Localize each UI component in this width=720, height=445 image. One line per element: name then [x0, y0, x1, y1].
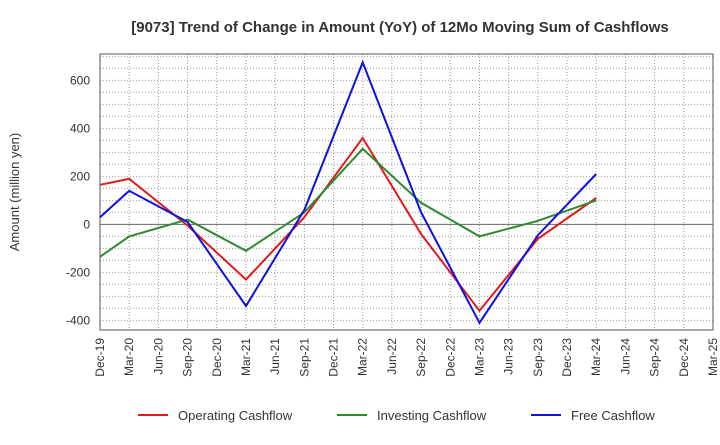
- x-tick-label: Mar-23: [472, 338, 486, 376]
- x-tick-label: Jun-22: [385, 338, 399, 375]
- x-tick-label: Dec-21: [327, 338, 341, 377]
- x-tick-label: Dec-24: [677, 338, 691, 377]
- grid: [99, 54, 714, 330]
- series-line-free-cashflow: [99, 59, 597, 325]
- y-tick-label: -400: [66, 313, 90, 327]
- x-tick-label: Sep-23: [531, 338, 545, 377]
- y-tick-label: 400: [70, 121, 90, 135]
- x-tick-label: Mar-25: [706, 338, 720, 376]
- y-tick-label: -200: [66, 265, 90, 279]
- x-tick-label: Dec-22: [443, 338, 457, 377]
- series-line-operating-cashflow: [99, 136, 597, 313]
- x-tick-label: Mar-24: [589, 338, 603, 376]
- plot-border: [99, 53, 714, 331]
- legend-label-free-cashflow: Free Cashflow: [571, 408, 655, 423]
- legend-label-operating-cashflow: Operating Cashflow: [178, 408, 293, 423]
- x-tick-label: Dec-20: [210, 338, 224, 377]
- series-lines: [99, 59, 597, 325]
- y-axis-label: Amount (million yen): [7, 133, 22, 252]
- x-tick-label: Jun-20: [151, 338, 165, 375]
- x-tick-label: Dec-23: [560, 338, 574, 377]
- series-line-investing-cashflow: [99, 147, 597, 258]
- x-tick-label: Sep-21: [297, 338, 311, 377]
- x-tick-label: Mar-22: [356, 338, 370, 376]
- x-tick-label: Jun-24: [618, 338, 632, 375]
- x-tick-label: Sep-20: [181, 338, 195, 377]
- x-tick-label: Jun-21: [268, 338, 282, 375]
- x-tick-label: Sep-24: [648, 338, 662, 377]
- x-tick-label: Mar-20: [122, 338, 136, 376]
- y-tick-label: 0: [83, 217, 90, 231]
- chart-title: [9073] Trend of Change in Amount (YoY) o…: [131, 19, 669, 36]
- x-tick-label: Jun-23: [502, 338, 516, 375]
- legend-label-investing-cashflow: Investing Cashflow: [377, 408, 487, 423]
- y-tick-label: 600: [70, 73, 90, 87]
- x-tick-label: Sep-22: [414, 338, 428, 377]
- y-tick-label: 200: [70, 169, 90, 183]
- legend: Operating Cashflow Investing Cashflow Free…: [138, 408, 655, 423]
- x-tick-label: Dec-19: [93, 338, 107, 377]
- x-tick-label: Mar-21: [239, 338, 253, 376]
